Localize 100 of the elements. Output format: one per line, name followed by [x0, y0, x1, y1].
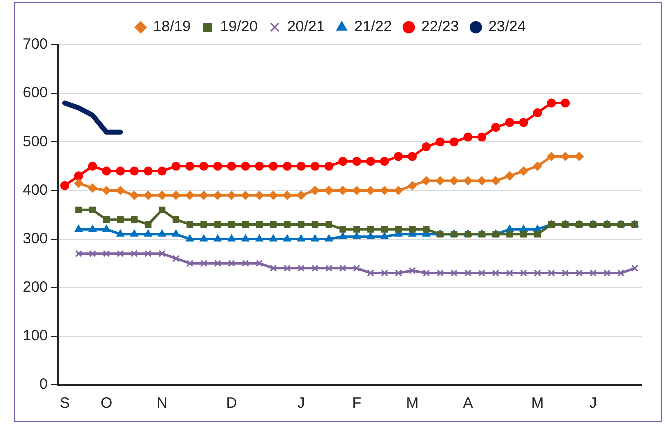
point [492, 123, 501, 132]
point [478, 176, 487, 186]
point [353, 232, 361, 240]
point [186, 162, 195, 171]
point [158, 250, 166, 258]
point [172, 230, 180, 237]
point [200, 162, 209, 171]
point [561, 98, 570, 108]
point [366, 157, 376, 166]
point [158, 191, 167, 200]
point [324, 162, 334, 171]
point [214, 260, 222, 268]
point [326, 264, 333, 272]
point [130, 166, 139, 176]
point [505, 172, 514, 181]
point [533, 162, 542, 171]
point [270, 234, 278, 242]
point [117, 216, 124, 224]
point [241, 191, 250, 200]
point [436, 176, 445, 186]
point [339, 264, 347, 272]
point [422, 142, 431, 152]
point [88, 162, 98, 171]
point [172, 216, 180, 224]
point [242, 234, 250, 242]
x-tick-label: M [406, 395, 419, 412]
point [506, 270, 514, 277]
y-tick-label: 0 [40, 376, 48, 394]
point [311, 234, 320, 242]
x-tick-label: N [156, 395, 168, 412]
x-tick-label: J [590, 395, 598, 412]
point [312, 221, 319, 228]
point [89, 250, 96, 258]
point [186, 191, 195, 200]
y-tick-label: 700 [22, 36, 48, 54]
point [310, 186, 320, 196]
point [353, 264, 361, 272]
point [464, 132, 473, 142]
point [213, 191, 222, 200]
legend-label: 18/19 [153, 18, 191, 36]
point [242, 260, 250, 268]
point [394, 152, 404, 162]
point [158, 166, 167, 176]
point [533, 108, 542, 118]
point [298, 264, 305, 272]
point [200, 234, 208, 242]
point [590, 270, 597, 277]
point [130, 230, 138, 237]
point [547, 98, 556, 108]
point [492, 176, 501, 186]
point [366, 186, 376, 196]
point [326, 221, 332, 228]
y-tick-label: 100 [22, 328, 48, 345]
point [130, 250, 138, 258]
point [325, 234, 334, 242]
point [506, 231, 514, 238]
point [213, 162, 222, 171]
point [74, 172, 84, 181]
x-tick-label: S [60, 395, 70, 412]
point [214, 234, 222, 242]
point [450, 138, 459, 147]
point [241, 162, 250, 171]
point [256, 234, 264, 242]
point [172, 191, 181, 200]
point [227, 191, 236, 200]
point [74, 178, 84, 188]
point [158, 206, 166, 214]
point [88, 225, 97, 232]
point [103, 216, 110, 224]
legend-label: 23/24 [488, 18, 526, 36]
point [450, 270, 458, 277]
point [562, 270, 570, 277]
point [282, 191, 292, 200]
y-tick-label: 200 [22, 279, 48, 296]
point [75, 250, 82, 258]
x-tick-label: A [463, 395, 474, 412]
point [408, 181, 418, 190]
point [200, 191, 209, 200]
point [422, 270, 430, 277]
point [340, 226, 346, 233]
point [103, 250, 110, 258]
point [144, 166, 153, 176]
point [242, 221, 250, 228]
point [380, 186, 390, 196]
point [282, 162, 292, 171]
point [381, 226, 388, 233]
point [228, 221, 236, 228]
point [200, 260, 208, 268]
point [116, 230, 125, 237]
point [380, 157, 390, 166]
point [270, 264, 278, 272]
point [298, 221, 305, 228]
point [214, 221, 222, 228]
point [186, 260, 194, 268]
point [102, 225, 111, 232]
point [89, 206, 96, 214]
point [324, 186, 334, 196]
x-tick-label: M [531, 395, 544, 412]
point [269, 191, 278, 200]
point [464, 270, 472, 277]
